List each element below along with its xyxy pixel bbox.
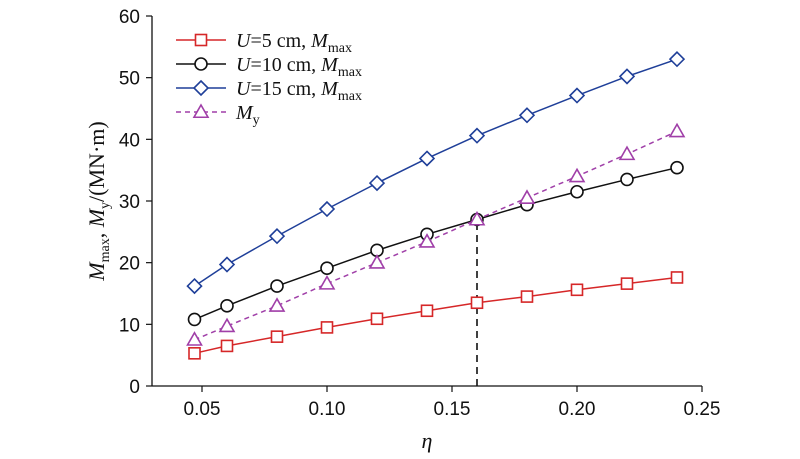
y-tick-label: 10	[119, 315, 140, 336]
data-point	[270, 279, 284, 293]
x-axis-title-text: η	[422, 428, 433, 453]
data-point	[420, 304, 434, 318]
y-tick-label: 60	[119, 7, 140, 28]
legend-entry: U=15 cm, Mmax	[176, 78, 362, 104]
y-tick-label: 50	[119, 69, 140, 90]
legend-entry: My	[176, 102, 260, 128]
data-point	[570, 184, 584, 199]
data-point	[618, 68, 636, 85]
legend-entry: U=10 cm, Mmax	[176, 54, 362, 80]
svg-text:Mmax, My/(MN·m): Mmax, My/(MN·m)	[84, 121, 113, 281]
data-point	[320, 321, 334, 334]
data-point	[320, 261, 334, 276]
data-point	[187, 312, 202, 327]
x-tick-label: 0.10	[309, 399, 346, 420]
data-point	[318, 275, 336, 290]
x-axis-title: η	[422, 428, 433, 453]
data-point	[220, 339, 234, 353]
data-point	[568, 87, 586, 104]
data-point	[670, 271, 684, 284]
data-point	[468, 127, 486, 144]
data-point	[218, 256, 236, 273]
y-tick-label: 40	[119, 130, 140, 151]
data-point	[620, 277, 634, 290]
data-point	[668, 51, 686, 68]
data-point	[620, 172, 634, 187]
x-tick-label: 0.05	[184, 399, 221, 420]
data-point	[318, 200, 336, 218]
data-point	[220, 299, 234, 313]
data-point	[418, 150, 436, 167]
series-line	[194, 276, 678, 355]
legend-marker	[194, 57, 208, 71]
y-tick-label: 0	[129, 377, 140, 398]
data-point	[186, 331, 203, 346]
data-point	[518, 189, 536, 204]
data-point	[370, 312, 384, 326]
data-point	[188, 347, 201, 360]
axes	[151, 16, 702, 387]
data-point	[520, 290, 534, 303]
legend-marker	[192, 79, 210, 97]
legend-marker	[192, 103, 210, 119]
series-layer	[186, 51, 686, 360]
data-point	[218, 317, 236, 333]
data-point	[518, 107, 536, 124]
legend-label: My	[235, 102, 260, 128]
data-point	[468, 210, 486, 226]
data-point	[568, 167, 586, 183]
data-point	[270, 330, 284, 343]
data-point	[618, 145, 636, 161]
y-axis-title: Mmax, My/(MN·m)	[84, 121, 113, 281]
y-tick-label: 30	[119, 192, 140, 213]
data-point	[668, 122, 686, 138]
series-1	[188, 271, 684, 360]
legend-label: U=5 cm, Mmax	[236, 30, 352, 56]
data-point	[368, 254, 386, 269]
data-point	[418, 233, 436, 248]
data-point	[268, 228, 286, 245]
series-line	[194, 130, 678, 341]
data-point	[268, 297, 286, 312]
legend-label: U=15 cm, Mmax	[236, 78, 362, 104]
data-point	[368, 174, 386, 192]
data-point	[470, 296, 484, 310]
y-tick-label: 20	[119, 254, 140, 275]
series-3	[186, 51, 686, 295]
data-point	[670, 160, 684, 175]
data-point	[186, 277, 203, 295]
legend-label: U=10 cm, Mmax	[236, 54, 362, 80]
x-tick-label: 0.20	[559, 399, 596, 420]
legend-entry: U=5 cm, Mmax	[176, 30, 352, 56]
ticks: 0.05 0.10 0.15 0.20 0.25 0 10 20 30 40 50 60	[119, 7, 721, 420]
data-point	[570, 283, 584, 297]
legend-marker	[194, 33, 208, 47]
series-line	[194, 166, 678, 321]
series-4	[186, 122, 686, 346]
x-tick-label: 0.15	[434, 399, 471, 420]
x-tick-label: 0.25	[684, 399, 721, 420]
